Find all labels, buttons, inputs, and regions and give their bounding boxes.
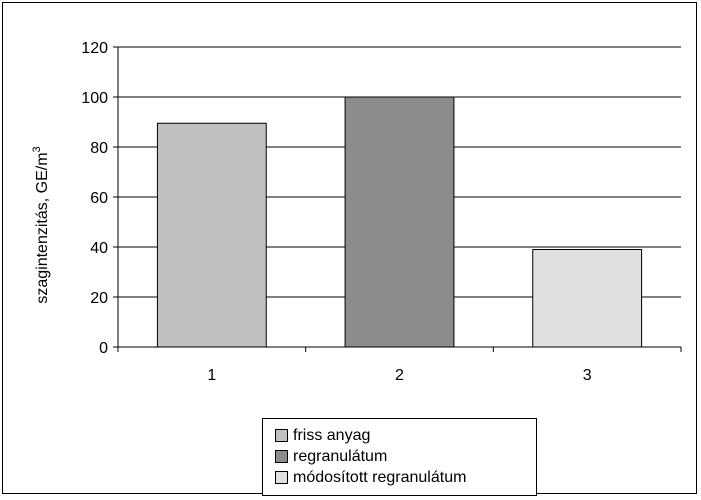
x-tick-label: 3 [583, 367, 592, 384]
x-tick-labels: 1 2 3 [207, 367, 591, 384]
y-axis-label: szagintenzitás, GE/m3 [31, 146, 51, 303]
legend-swatch [275, 471, 288, 484]
chart-frame: 0 20 40 60 80 100 120 1 2 3 szagintenzitás, GE/m… [2, 2, 697, 496]
legend-label: regranulátum [293, 447, 388, 465]
legend-swatch [275, 450, 288, 463]
y-tick-label: 120 [81, 40, 108, 57]
y-tick-label: 100 [81, 90, 108, 107]
bar-2 [344, 96, 455, 348]
axes [113, 46, 682, 352]
legend-label: friss anyag [293, 426, 371, 444]
legend: friss anyag regranulátum módosított regr… [262, 418, 537, 496]
y-tick-labels: 0 20 40 60 80 100 120 [81, 40, 108, 357]
legend-label: módosított regranulátum [293, 468, 467, 486]
legend-item-modositott-regranulatum: módosított regranulátum [275, 467, 536, 488]
y-tick-label: 60 [90, 190, 108, 207]
y-tick-label: 20 [90, 290, 108, 307]
y-tick-label: 40 [90, 240, 108, 257]
legend-item-friss-anyag: friss anyag [275, 425, 536, 446]
x-tick-label: 2 [395, 367, 404, 384]
legend-item-regranulatum: regranulátum [275, 446, 536, 467]
bar-chart: 0 20 40 60 80 100 120 1 2 3 szagintenzitás, GE/m… [31, 40, 682, 384]
y-tick-label: 0 [99, 340, 108, 357]
legend-swatch [275, 429, 288, 442]
y-tick-label: 80 [90, 140, 108, 157]
x-tick-label: 1 [207, 367, 216, 384]
bar-1 [156, 122, 267, 348]
bars [156, 96, 643, 348]
bar-3 [532, 249, 643, 348]
